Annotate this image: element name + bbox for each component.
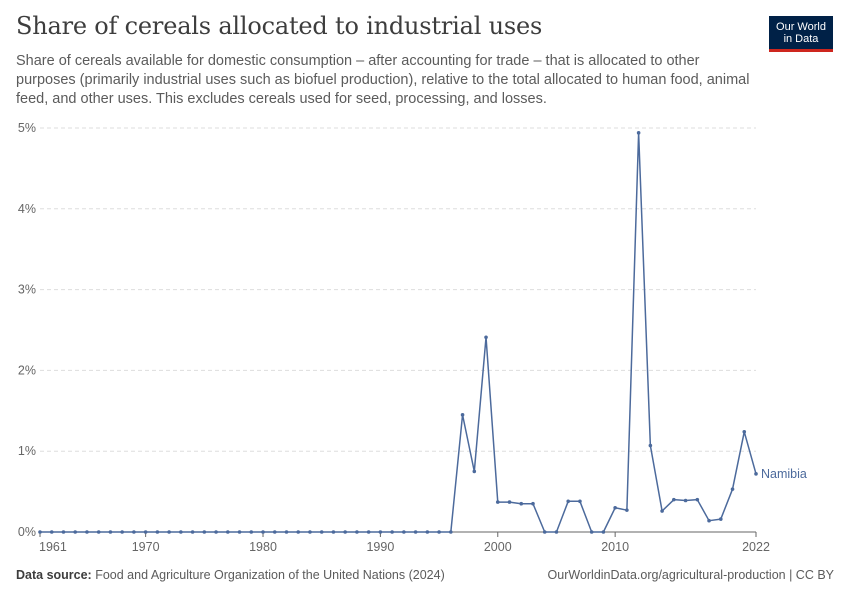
data-point (49, 530, 54, 534)
data-point (566, 499, 570, 504)
data-point (613, 505, 617, 510)
data-point (179, 530, 183, 534)
data-point (284, 530, 289, 534)
data-point (167, 530, 171, 534)
data-point (531, 501, 535, 506)
logo-line-1: Our World (776, 21, 826, 33)
logo-line-2: in Data (783, 33, 819, 45)
data-point (120, 530, 124, 534)
data-point (495, 500, 500, 504)
y-tick-label: 2% (18, 363, 36, 377)
data-point (366, 530, 371, 534)
x-tick-label: 2000 (484, 540, 512, 554)
data-point (237, 530, 242, 534)
y-tick-label: 5% (18, 121, 36, 135)
data-point (742, 430, 747, 434)
x-tick-label: 1961 (39, 540, 67, 554)
data-point (660, 509, 664, 513)
data-point (214, 530, 218, 534)
data-point (578, 499, 582, 504)
y-tick-label: 4% (18, 202, 36, 216)
data-point (38, 530, 42, 534)
data-point (132, 530, 136, 534)
data-point (554, 530, 559, 534)
data-point (249, 530, 254, 534)
data-point (542, 530, 547, 534)
data-point (754, 472, 758, 476)
data-point (308, 530, 312, 534)
chart-title: Share of cereals allocated to industrial… (16, 12, 543, 40)
data-point (390, 530, 394, 534)
data-point (519, 501, 524, 506)
data-point (202, 530, 207, 534)
data-point (695, 497, 700, 502)
data-point (672, 497, 676, 502)
x-tick-label: 2010 (601, 540, 629, 554)
data-point (108, 530, 113, 534)
data-point (425, 530, 430, 534)
data-point (484, 335, 488, 340)
data-point (601, 530, 606, 534)
data-point (472, 469, 477, 474)
data-point (190, 530, 195, 534)
data-point (460, 413, 465, 417)
data-point (449, 530, 453, 534)
data-point (636, 131, 641, 135)
data-point (437, 530, 441, 534)
data-point (296, 530, 301, 534)
x-tick-label: 1990 (366, 540, 394, 554)
data-point (96, 530, 101, 534)
y-tick-label: 1% (18, 444, 36, 458)
series-label: Namibia (761, 467, 807, 481)
data-point (261, 530, 265, 534)
data-point (625, 508, 629, 512)
data-point (730, 487, 735, 491)
y-tick-label: 3% (18, 283, 36, 297)
owid-logo[interactable]: Our World in Data (769, 16, 833, 52)
data-point (143, 530, 148, 534)
data-point (402, 530, 406, 534)
data-point (683, 498, 688, 503)
y-tick-label: 0% (18, 525, 36, 539)
data-point (73, 530, 78, 534)
data-point (413, 530, 418, 534)
data-point (331, 530, 336, 534)
data-point (343, 530, 347, 534)
x-tick-label: 1970 (132, 540, 160, 554)
chart-subtitle: Share of cereals available for domestic … (16, 53, 750, 107)
data-point (226, 530, 230, 534)
series-line-namibia (40, 132, 757, 533)
data-point (718, 517, 723, 521)
data-point (589, 530, 594, 534)
data-point (61, 530, 66, 534)
x-tick-label: 1980 (249, 540, 277, 554)
y-axis-ticks: 0% 1% 2% 3% 4% 5% (18, 121, 36, 539)
x-axis: 1961 1970 1980 1990 2000 2010 2022 (39, 531, 770, 554)
data-point (707, 518, 711, 523)
data-source-note: Data source: Food and Agriculture Organi… (16, 568, 445, 582)
data-point (648, 443, 653, 448)
data-point (155, 530, 160, 534)
data-point (378, 530, 383, 534)
url-license-note[interactable]: OurWorldinData.org/agricultural-producti… (547, 568, 834, 582)
data-point (355, 530, 359, 534)
line-chart: 0% 1% 2% 3% 4% 5% 1961 1970 1980 1990 2000 2010 202… (18, 121, 807, 554)
data-point (319, 530, 324, 534)
series-layer: Namibia (38, 131, 807, 534)
data-point (507, 500, 512, 504)
data-point (272, 530, 277, 534)
data-source-label: Data source: (16, 568, 92, 582)
data-source-text[interactable]: Food and Agriculture Organization of the… (95, 568, 445, 582)
x-tick-label: 2022 (742, 540, 770, 554)
data-point (85, 530, 89, 534)
